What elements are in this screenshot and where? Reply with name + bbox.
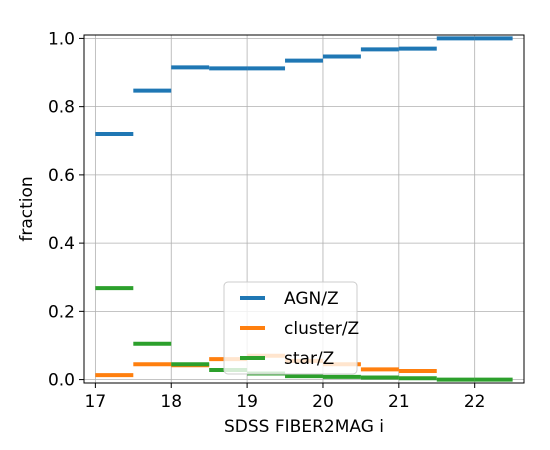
x-tick-label: 18 bbox=[160, 392, 182, 412]
y-tick-label: 0.6 bbox=[48, 166, 75, 186]
legend-label: star/Z bbox=[284, 349, 334, 369]
x-tick-label: 20 bbox=[312, 392, 334, 412]
x-tick-label: 19 bbox=[236, 392, 258, 412]
legend: AGN/Z cluster/Z star/Z bbox=[223, 281, 359, 375]
y-axis-label: fraction bbox=[17, 176, 37, 241]
x-tick-label: 21 bbox=[388, 392, 410, 412]
x-tick-label: 17 bbox=[85, 392, 107, 412]
y-tick-label: 0.2 bbox=[48, 302, 75, 322]
grid bbox=[84, 35, 524, 383]
axes-frame bbox=[83, 34, 525, 384]
series-1 bbox=[95, 36, 513, 136]
legend-box bbox=[223, 281, 358, 375]
ticks: 17 18 19 20 21 22 0.0 0.2 0.4 0.6 0.8 1.0 bbox=[48, 29, 486, 412]
x-tick-label: 22 bbox=[464, 392, 486, 412]
x-axis-label: SDSS FIBER2MAG i bbox=[224, 417, 384, 437]
y-tick-label: 0.4 bbox=[48, 234, 75, 254]
y-tick-label: 1.0 bbox=[48, 29, 75, 49]
y-tick-label: 0.0 bbox=[48, 371, 75, 391]
y-tick-label: 0.8 bbox=[48, 98, 75, 118]
legend-label: AGN/Z bbox=[284, 289, 339, 309]
legend-label: cluster/Z bbox=[284, 319, 359, 339]
